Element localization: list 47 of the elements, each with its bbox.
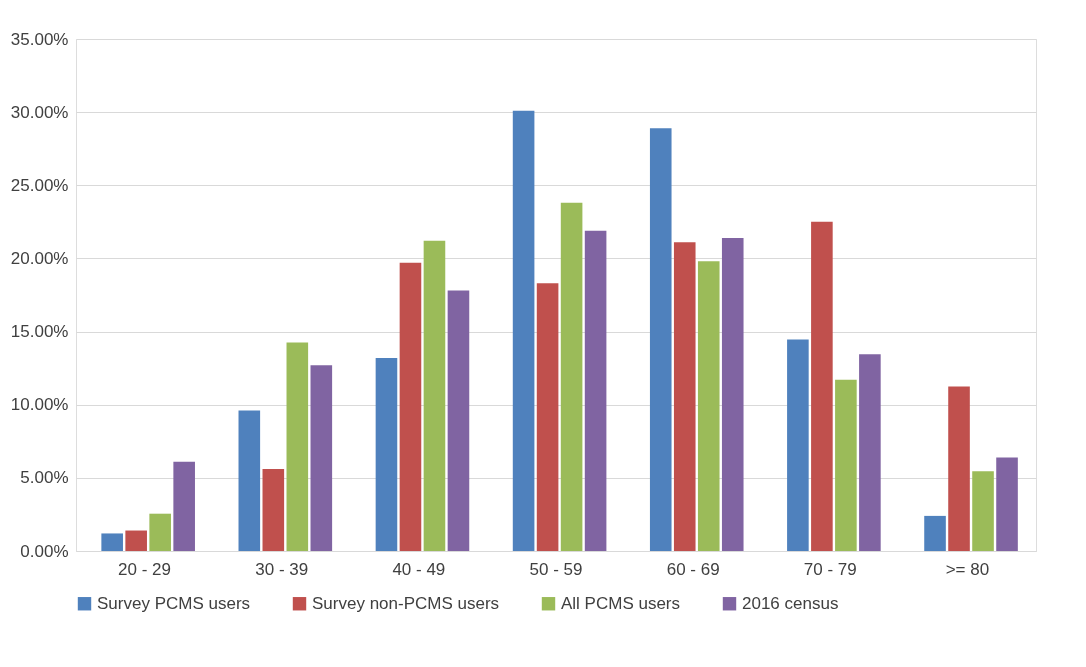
bar bbox=[673, 242, 696, 551]
legend-label: Survey PCMS users bbox=[97, 593, 251, 613]
bar bbox=[811, 221, 833, 551]
bar bbox=[375, 357, 398, 551]
y-tick-label: 10.00% bbox=[10, 395, 69, 415]
bar bbox=[536, 283, 559, 551]
x-tick-label: 60 - 69 bbox=[666, 559, 720, 579]
bar bbox=[286, 342, 309, 551]
bar bbox=[697, 261, 720, 551]
bar bbox=[787, 339, 809, 551]
bar bbox=[423, 240, 446, 551]
bar bbox=[948, 386, 970, 551]
bar bbox=[584, 230, 607, 551]
bar bbox=[649, 128, 672, 551]
y-tick-label: 15.00% bbox=[10, 322, 69, 342]
y-tick-label: 25.00% bbox=[10, 175, 69, 195]
x-tick-label: 50 - 59 bbox=[529, 559, 583, 579]
bar bbox=[721, 237, 744, 551]
y-tick-label: 20.00% bbox=[10, 248, 69, 268]
x-tick-label: >= 80 bbox=[945, 559, 990, 579]
bar bbox=[399, 262, 422, 551]
bar bbox=[125, 530, 147, 551]
y-tick-label: 30.00% bbox=[10, 102, 69, 122]
y-tick-label: 0.00% bbox=[20, 541, 69, 561]
bar bbox=[173, 461, 195, 551]
bar bbox=[972, 471, 994, 551]
legend-label: All PCMS users bbox=[561, 593, 681, 613]
bar bbox=[101, 533, 123, 551]
bar bbox=[149, 513, 171, 551]
bar bbox=[512, 110, 535, 551]
x-tick-label: 40 - 49 bbox=[392, 559, 446, 579]
x-tick-label: 70 - 79 bbox=[803, 559, 857, 579]
bar bbox=[859, 354, 881, 551]
bar bbox=[996, 457, 1018, 551]
bar bbox=[262, 469, 285, 551]
legend-label: Survey non-PCMS users bbox=[312, 593, 500, 613]
bar bbox=[560, 202, 583, 551]
x-tick-label: 30 - 39 bbox=[255, 559, 309, 579]
bar bbox=[835, 379, 857, 551]
y-tick-label: 5.00% bbox=[20, 468, 69, 488]
bar bbox=[447, 290, 470, 551]
bar bbox=[924, 515, 946, 551]
legend-label: 2016 census bbox=[742, 593, 839, 613]
x-tick-label: 20 - 29 bbox=[118, 559, 172, 579]
y-tick-label: 35.00% bbox=[10, 29, 69, 49]
bar bbox=[238, 410, 261, 551]
bar bbox=[310, 365, 333, 551]
